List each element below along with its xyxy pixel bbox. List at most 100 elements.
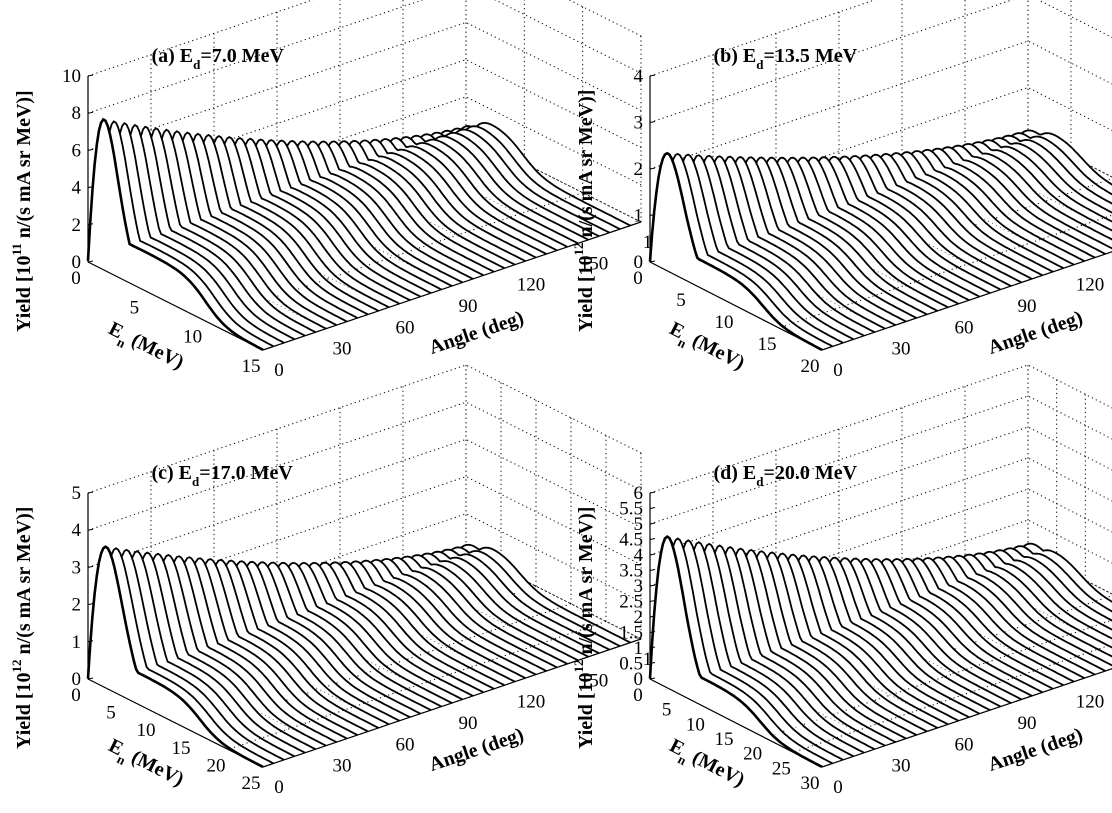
angle-axis [821, 668, 1112, 768]
spectrum-curve [265, 561, 442, 708]
surface-fill [650, 536, 822, 767]
spectrum-curve [318, 561, 495, 690]
energy-axis-label: En (MeV) [664, 318, 749, 379]
spectrum-curve [192, 558, 369, 733]
title-subscript: d [756, 57, 764, 72]
spectrum-curve [670, 153, 844, 344]
grid-line [87, 21, 642, 151]
energy-axis-label: En (MeV) [664, 735, 749, 796]
title-text: =13.5 MeV [763, 45, 857, 67]
spectrum-curve [339, 139, 516, 266]
spectrum-curve [817, 155, 991, 294]
spectrum-curve [817, 556, 991, 711]
tick-mark [649, 522, 656, 525]
grid-line [649, 395, 1112, 525]
surface-curves [86, 117, 631, 351]
angle-tick-label: 30 [892, 756, 911, 777]
spectrum-curve [423, 131, 600, 238]
tick-mark [649, 538, 656, 540]
spectrum-curve [192, 133, 369, 316]
tick-mark [649, 491, 656, 494]
angle-axis [821, 251, 1112, 351]
spectrum-curve [995, 134, 1112, 205]
spectrum-curve [754, 156, 928, 316]
spectrum-curve [223, 560, 400, 722]
spectrum-curve [733, 548, 907, 740]
spectrum-curve [827, 155, 1001, 291]
ylabel-exponent: 11 [9, 243, 24, 255]
spectrum-curve [775, 553, 949, 726]
spectrum-curve [754, 551, 928, 733]
spectrum-curve [1006, 545, 1112, 613]
surface-fill [319, 141, 494, 272]
yield-tick-label: 3.5 [619, 561, 643, 582]
surface-fill [933, 556, 1106, 671]
spectrum-curve [391, 136, 568, 248]
spectrum-curve [785, 156, 959, 305]
tick-mark [87, 677, 94, 680]
tick-mark [87, 186, 94, 189]
yield-tick-label: 4 [72, 178, 82, 199]
spectrum-curve [964, 141, 1112, 232]
spectrum-curve [995, 547, 1112, 622]
spectrum-curve [454, 121, 631, 227]
spectrum-curve [733, 156, 907, 323]
tick-mark [649, 631, 656, 633]
grid-line [649, 0, 1112, 123]
spectrum-curve [444, 125, 621, 230]
spectrum-curve [171, 131, 348, 323]
spectrum-curve [691, 542, 865, 754]
spectrum-curve [265, 139, 442, 291]
spectrum-curve [129, 551, 306, 754]
energy-tick-label: 10 [686, 714, 705, 735]
spectrum-curve [712, 155, 886, 330]
spectrum-curve [796, 555, 970, 718]
grid-line [87, 364, 642, 494]
yield-tick-label: 3 [634, 113, 644, 134]
spectrum-curve [202, 558, 379, 729]
yield-tick-label: 6 [634, 483, 644, 504]
ylabel-text: Yield [10 [575, 256, 597, 332]
yield-tick-label: 0 [634, 252, 644, 273]
spectrum-curve [360, 138, 537, 259]
spectrum-curve [433, 128, 610, 234]
spectrum-curve [1016, 129, 1112, 186]
spectrum-curve [869, 558, 1043, 694]
spectrum-curve [181, 557, 358, 736]
energy-tick-label: 15 [715, 729, 734, 750]
spectrum-curve [86, 545, 264, 769]
yield-tick-label: 0 [72, 669, 82, 690]
angle-tick-label: 30 [333, 756, 352, 777]
spectrum-curve [848, 557, 1022, 701]
spectrum-curve [339, 560, 516, 683]
spectrum-curve [213, 136, 390, 309]
angle-axis [262, 221, 642, 351]
yield-tick-label: 5 [634, 514, 644, 535]
grid-line [649, 457, 1112, 587]
surface-fill [912, 149, 1085, 262]
surface-fill [119, 125, 295, 340]
tick-mark [649, 615, 656, 618]
spectrum-curve [213, 559, 390, 726]
spectrum-curve [255, 139, 432, 294]
yield-tick-label: 10 [62, 66, 81, 87]
angle-tick-label: 90 [1018, 296, 1037, 317]
yield-axis-label: Yield [1012 n/(s mA sr MeV)] [571, 507, 597, 749]
surface-fill [944, 555, 1112, 666]
spectrum-curve [118, 550, 295, 758]
spectrum-curve [848, 154, 1022, 284]
surface-fill [371, 558, 547, 671]
angle-tick-label: 120 [1076, 275, 1105, 296]
energy-axis [87, 261, 264, 351]
tick-mark [87, 74, 94, 77]
yield-tick-label: 2 [72, 215, 82, 236]
angle-tick-label: 30 [892, 339, 911, 360]
spectrum-curve [985, 549, 1112, 631]
chart-panel-a: 02468100510150306090120150180(a) Ed=7.0 … [9, 0, 671, 381]
tick-mark [649, 214, 656, 216]
spectrum-curve [953, 143, 1112, 241]
angle-tick-label: 0 [833, 360, 843, 381]
energy-tick-label: 0 [71, 685, 81, 706]
spectrum-curve [244, 561, 421, 715]
